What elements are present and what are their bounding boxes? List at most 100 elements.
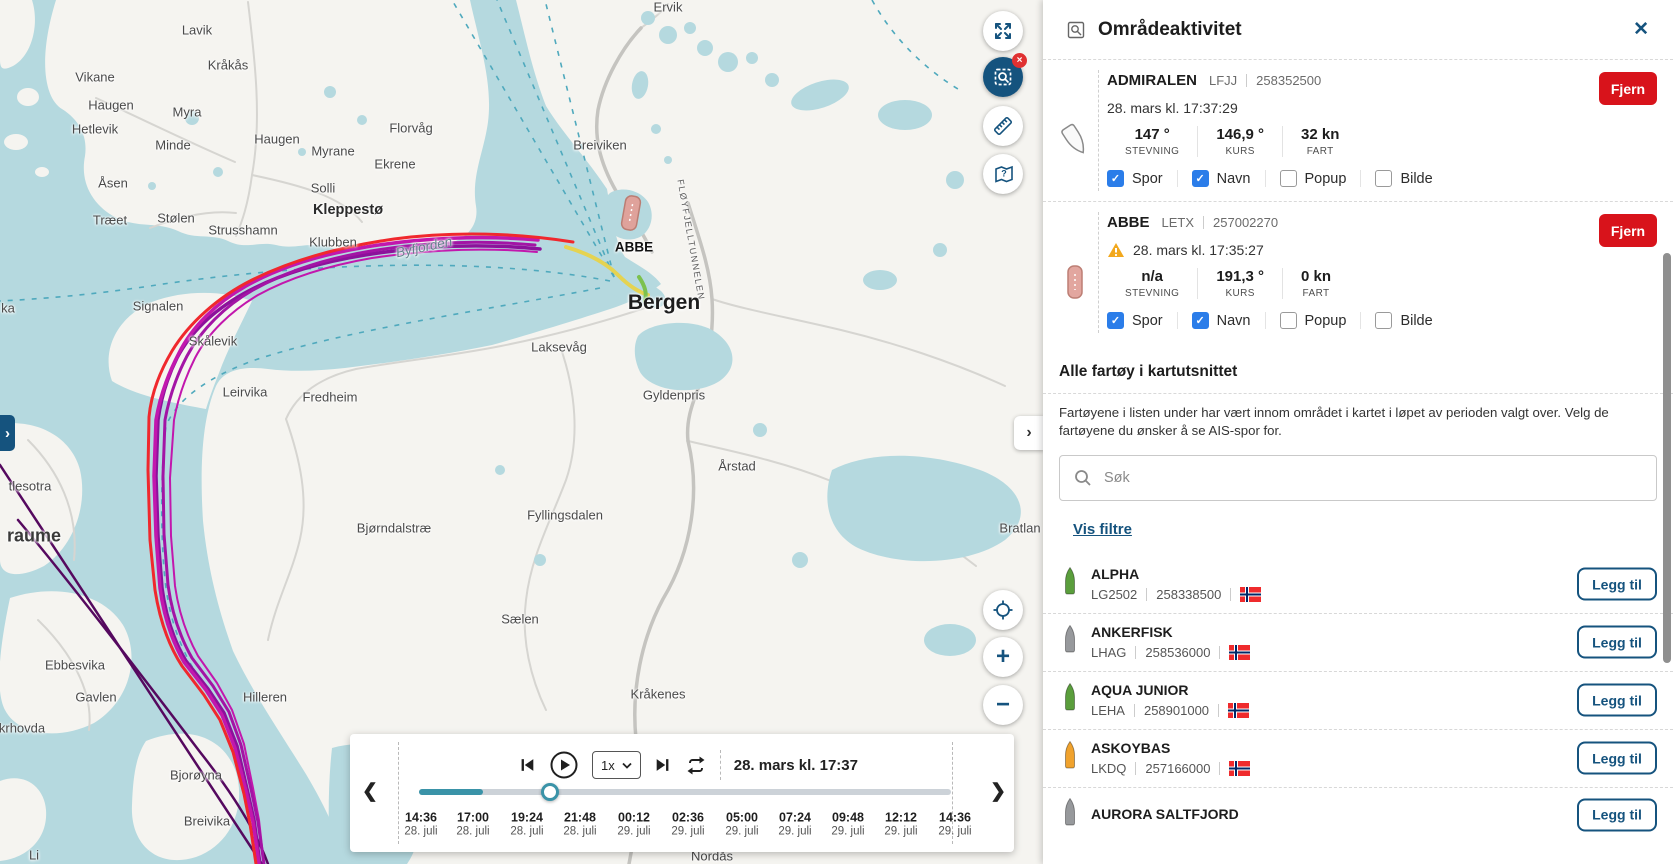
area-activity-panel: Områdeaktivitet ✕ ADMIRALEN LFJJ 2583525… — [1043, 0, 1673, 864]
display-option[interactable]: Navn — [1176, 312, 1265, 329]
area-search-icon — [994, 68, 1012, 86]
tick-date: 29. juli — [617, 825, 651, 838]
fullscreen-icon — [995, 23, 1011, 39]
timeline-tick: 19:24 28. juli — [510, 811, 543, 838]
timeline-next-button[interactable]: ❯ — [990, 781, 1006, 802]
measure-tool-button[interactable] — [983, 106, 1023, 146]
tick-date: 28. juli — [510, 825, 544, 838]
vessel-list-item[interactable]: AURORA SALTFJORD — [1043, 786, 1673, 842]
speed-value: 1x — [601, 757, 615, 773]
speed-label: FART — [1306, 146, 1334, 157]
course-value: 146,9 ° — [1216, 126, 1265, 143]
locate-icon — [993, 600, 1013, 620]
vessel-callsign: LKDQ — [1091, 760, 1127, 776]
close-tool-badge[interactable]: × — [1012, 53, 1027, 68]
vessel-icon — [1057, 264, 1093, 305]
add-vessel-button[interactable]: Legg til — [1577, 741, 1657, 775]
divider — [1135, 645, 1137, 659]
add-vessel-button[interactable]: Legg til — [1577, 683, 1657, 717]
vessel-list-item[interactable]: ASKOYBAS LKDQ 257166000 — [1043, 728, 1673, 787]
vessel-name: AQUA JUNIOR — [1091, 681, 1189, 698]
checkbox[interactable] — [1191, 312, 1209, 329]
zoom-out-button[interactable]: − — [983, 685, 1023, 725]
remove-vessel-button[interactable]: Fjern — [1599, 214, 1657, 247]
tick-time: 09:48 — [832, 810, 864, 825]
vessel-callsign: LG2502 — [1091, 586, 1138, 602]
divider — [1203, 216, 1205, 229]
display-option[interactable]: Spor — [1107, 312, 1177, 329]
timeline-slider[interactable] — [419, 783, 951, 801]
vessel-list-item[interactable]: ALPHA LG2502 258338500 — [1043, 556, 1673, 613]
vessel-list: ALPHA LG2502 258338500 — [1043, 556, 1673, 842]
vessel-list-item[interactable]: ANKERFISK LHAG 258536000 — [1043, 612, 1673, 671]
vessel-shape-abbe[interactable] — [620, 195, 642, 231]
vessel-callsign: LETX — [1161, 215, 1195, 230]
add-vessel-button[interactable]: Legg til — [1577, 625, 1657, 659]
vessel-icon — [1063, 625, 1077, 658]
zoom-in-button[interactable]: + — [983, 637, 1023, 677]
vessel-name: ASKOYBAS — [1091, 739, 1171, 756]
speed-value: 32 kn — [1301, 126, 1340, 143]
timeline-tick: 14:36 29. juli — [938, 811, 971, 838]
display-option[interactable]: Bilde — [1360, 312, 1446, 329]
show-filters-link[interactable]: Vis filtre — [1073, 520, 1132, 538]
search-input[interactable] — [1104, 469, 1642, 486]
timeline-slider-handle[interactable] — [541, 783, 559, 801]
tick-date: 28. juli — [404, 825, 438, 838]
option-label: Bilde — [1400, 170, 1433, 187]
expand-left-panel-tab[interactable]: › — [0, 415, 15, 451]
area-activity-tool-button[interactable]: × — [983, 53, 1027, 97]
map-legend-button[interactable]: ? — [983, 154, 1023, 194]
checkbox[interactable] — [1375, 312, 1393, 329]
fullscreen-button[interactable] — [983, 11, 1023, 51]
heading-label: STEVNING — [1125, 288, 1180, 299]
checkbox[interactable] — [1107, 170, 1124, 187]
vessel-mmsi: 257166000 — [1145, 760, 1211, 776]
add-vessel-button[interactable]: Legg til — [1577, 798, 1657, 832]
course-value: 191,3 ° — [1216, 268, 1265, 285]
chevron-down-icon — [622, 762, 632, 769]
vessel-name: AURORA SALTFJORD — [1091, 806, 1239, 823]
search-box[interactable] — [1059, 454, 1657, 501]
checkbox[interactable] — [1375, 170, 1393, 187]
display-option[interactable]: Bilde — [1360, 170, 1446, 187]
display-option[interactable]: Popup — [1264, 312, 1361, 329]
timeline-divider-right — [952, 742, 953, 844]
play-icon — [550, 751, 578, 779]
map[interactable]: Ervik Lavik Kråkås Vikane Haugen Myra He… — [0, 0, 1043, 864]
collapse-panel-chevron[interactable]: › — [1014, 416, 1043, 450]
ais-tracks — [0, 232, 650, 864]
option-label: Bilde — [1400, 312, 1433, 329]
remove-vessel-button[interactable]: Fjern — [1599, 72, 1657, 105]
timeline-tick: 21:48 28. juli — [563, 811, 596, 838]
skip-to-end-button[interactable] — [654, 756, 672, 774]
display-option[interactable]: Spor — [1107, 170, 1177, 187]
divider — [1146, 587, 1148, 601]
vessel-list-item[interactable]: AQUA JUNIOR LEHA 258901000 — [1043, 670, 1673, 729]
timeline-prev-button[interactable]: ❮ — [362, 781, 378, 802]
loop-button[interactable] — [685, 756, 707, 775]
skip-to-start-button[interactable] — [518, 756, 536, 774]
display-option[interactable]: Popup — [1264, 170, 1361, 187]
panel-scrollbar-thumb[interactable] — [1663, 253, 1671, 663]
section-title: Alle fartøy i kartutsnittet — [1059, 363, 1238, 380]
vessel-mmsi: 258536000 — [1145, 644, 1211, 660]
checkbox[interactable] — [1279, 170, 1297, 187]
checkbox[interactable] — [1191, 170, 1209, 187]
close-panel-button[interactable]: ✕ — [1633, 19, 1649, 40]
locate-me-button[interactable] — [983, 590, 1023, 630]
norway-flag-icon — [1240, 586, 1262, 602]
warning-icon — [1108, 243, 1124, 257]
checkbox[interactable] — [1107, 312, 1124, 329]
display-option[interactable]: Navn — [1176, 170, 1265, 187]
tick-date: 28. juli — [563, 825, 597, 838]
checkbox[interactable] — [1279, 312, 1297, 329]
play-button[interactable] — [549, 750, 579, 780]
speed-select[interactable]: 1x — [592, 751, 641, 779]
add-vessel-button[interactable]: Legg til — [1577, 567, 1657, 601]
timeline-tick: 02:36 29. juli — [671, 811, 704, 838]
divider — [1230, 587, 1232, 601]
option-label: Spor — [1132, 312, 1163, 329]
timeline-slider-fill — [419, 789, 483, 795]
